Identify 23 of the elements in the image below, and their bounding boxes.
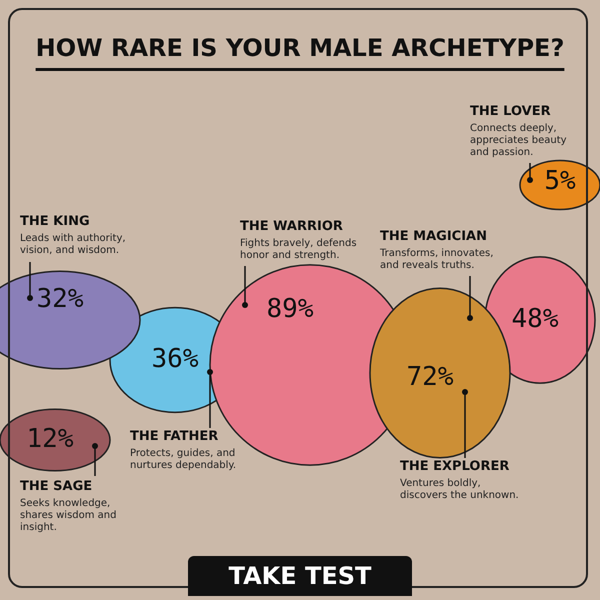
category-label: THE WARRIOR bbox=[240, 219, 343, 234]
data-label: 72% bbox=[406, 362, 454, 392]
text: TAKE TEST bbox=[188, 556, 412, 596]
category-label: THE KING bbox=[20, 214, 90, 229]
category-label: THE MAGICIAN bbox=[380, 229, 487, 244]
text: Fights bravely, defends honor and strength. bbox=[240, 238, 357, 261]
text: Seeks knowledge, shares wisdom and insight. bbox=[20, 498, 116, 533]
category-label: THE LOVER bbox=[470, 104, 551, 119]
text: Connects deeply, appreciates beauty and passion. bbox=[470, 123, 567, 158]
data-label: 36% bbox=[152, 344, 199, 374]
category-label: THE SAGE bbox=[20, 479, 92, 494]
data-label: 48% bbox=[512, 304, 559, 334]
data-label: 89% bbox=[266, 294, 314, 324]
data-label: 5% bbox=[544, 166, 576, 196]
data-label: 12% bbox=[26, 424, 74, 454]
text: Ventures boldly, discovers the unknown. bbox=[400, 478, 519, 501]
data-label: 32% bbox=[36, 284, 84, 314]
text: Transforms, innovates, and reveals truths. bbox=[379, 248, 494, 271]
category-label: THE EXPLORER bbox=[400, 459, 510, 474]
text: Protects, guides, and nurtures dependably. bbox=[130, 448, 236, 471]
text: Leads with authority, vision, and wisdom. bbox=[20, 233, 126, 256]
text: HOW RARE IS YOUR MALE ARCHETYPE? bbox=[36, 34, 564, 62]
category-label: THE FATHER bbox=[130, 429, 218, 444]
